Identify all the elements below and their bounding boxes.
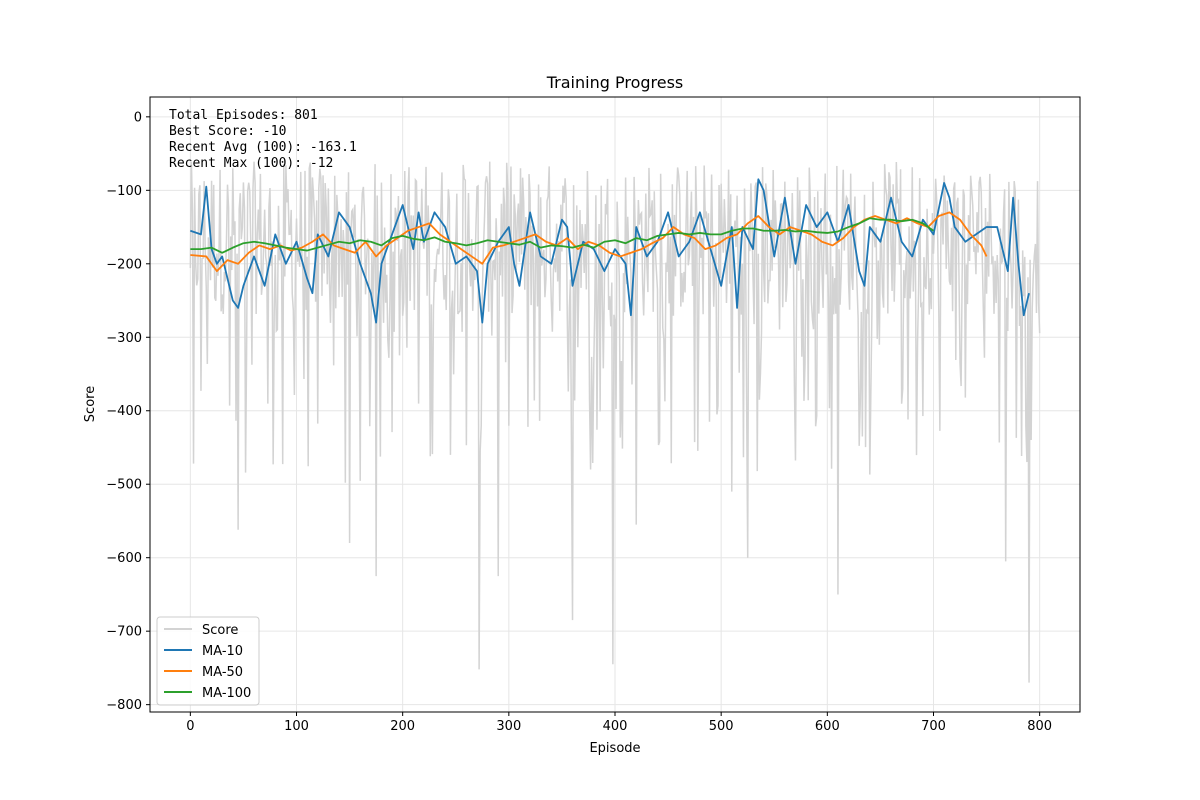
y-tick-label: −200 (106, 257, 142, 272)
y-tick-label: −100 (106, 184, 142, 199)
series-line-ma-10 (190, 178, 1030, 324)
y-tick-label: −500 (106, 478, 142, 493)
y-tick-label: −600 (106, 551, 142, 566)
chart-title: Training Progress (546, 73, 684, 92)
stats-total-episodes: Total Episodes: 801 (169, 108, 318, 123)
legend: Score MA-10 MA-50 MA-100 (156, 616, 260, 706)
stats-recent-max: Recent Max (100): -12 (169, 156, 333, 171)
series-line-score (189, 161, 1041, 683)
x-tick-label: 0 (186, 719, 194, 734)
y-tick-label: −700 (106, 625, 142, 640)
y-tick-label: 0 (134, 110, 142, 125)
legend-label-score: Score (202, 623, 238, 638)
y-axis-ticks: 0 −100 −200 −300 −400 −500 −600 −700 −800 (106, 110, 150, 713)
series-layer (189, 161, 1041, 683)
stats-recent-avg: Recent Avg (100): -163.1 (169, 140, 357, 155)
y-tick-label: −300 (106, 331, 142, 346)
legend-label-ma-100: MA-100 (202, 686, 251, 701)
legend-label-ma-50: MA-50 (202, 665, 243, 680)
stats-box: Total Episodes: 801 Best Score: -10 Rece… (169, 108, 357, 171)
x-tick-label: 400 (603, 719, 628, 734)
x-tick-label: 200 (390, 719, 415, 734)
x-tick-label: 100 (284, 719, 309, 734)
y-tick-label: −800 (106, 698, 142, 713)
x-tick-label: 700 (921, 719, 946, 734)
x-tick-label: 800 (1027, 719, 1052, 734)
x-tick-label: 300 (496, 719, 521, 734)
y-tick-label: −400 (106, 404, 142, 419)
y-axis-label: Score (83, 386, 98, 422)
x-axis-label: Episode (589, 741, 640, 756)
series-line-ma-100 (190, 217, 935, 254)
legend-box (156, 616, 260, 706)
legend-label-ma-10: MA-10 (202, 644, 243, 659)
stats-best-score: Best Score: -10 (169, 124, 286, 139)
x-tick-label: 600 (815, 719, 840, 734)
x-tick-label: 500 (709, 719, 734, 734)
x-axis-ticks: 0 100 200 300 400 500 600 700 800 (186, 712, 1052, 734)
